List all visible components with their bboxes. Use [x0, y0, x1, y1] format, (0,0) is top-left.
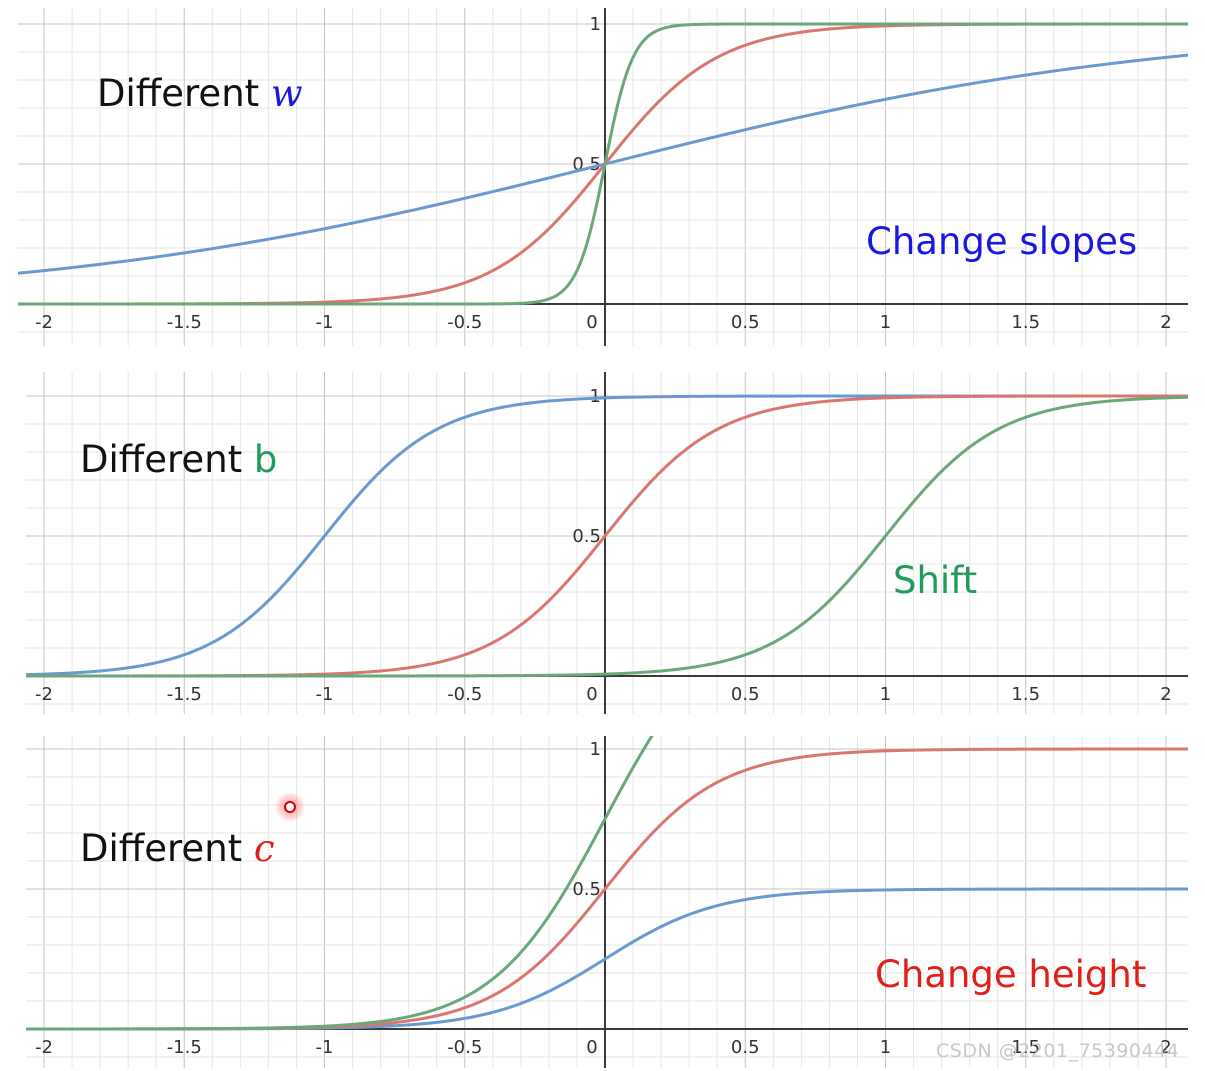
panel-label-prefix: Different — [80, 827, 254, 870]
panel-label: Different b — [80, 438, 277, 481]
x-tick-label: -1.5 — [167, 312, 202, 333]
panel-label-variable: b — [254, 438, 278, 481]
panel-label-variable: c — [254, 827, 275, 870]
panel-annotation: Change slopes — [866, 220, 1137, 263]
x-tick-label: 0 — [586, 312, 597, 333]
x-tick-label: -1 — [316, 312, 334, 333]
grid-2 — [26, 372, 1188, 714]
x-tick-label: -1.5 — [167, 684, 202, 705]
curves-1 — [18, 22, 1188, 306]
panel-label: Different c — [80, 827, 275, 870]
grid-3 — [26, 736, 1188, 1068]
x-tick-label: -1.5 — [167, 1037, 202, 1058]
y-tick-label: 0.5 — [572, 526, 601, 547]
csdn-watermark: CSDN @2201_75390444 — [936, 1040, 1180, 1062]
cursor-dot-icon — [284, 801, 296, 813]
y-tick-label: 1 — [590, 386, 601, 407]
x-tick-label: 1 — [880, 1037, 891, 1058]
x-tick-label: -0.5 — [447, 312, 482, 333]
x-tick-label: -2 — [35, 684, 53, 705]
x-tick-label: 2 — [1160, 1037, 1171, 1058]
y-tick-label: 1 — [590, 739, 601, 760]
x-tick-label: 0 — [586, 1037, 597, 1058]
series-line-3 — [26, 736, 654, 1031]
panel-label: Different w — [97, 72, 303, 115]
x-tick-label: 0 — [586, 684, 597, 705]
series-line-3 — [18, 22, 1188, 306]
x-tick-label: 2 — [1160, 684, 1171, 705]
x-tick-label: -0.5 — [447, 1037, 482, 1058]
x-tick-label: 0.5 — [731, 312, 760, 333]
x-tick-label: 1 — [880, 312, 891, 333]
x-tick-label: 0.5 — [731, 1037, 760, 1058]
grid-1 — [18, 8, 1188, 346]
chart-panel-3: -2 -1.5 -1 -0.5 0 0.5 1 1.5 2 0.5 1 Different c Chan… — [26, 736, 1188, 1068]
x-tick-label: -0.5 — [447, 684, 482, 705]
x-tick-label: 1.5 — [1011, 1037, 1040, 1058]
x-tick-label: -2 — [35, 1037, 53, 1058]
x-tick-label: 1.5 — [1011, 684, 1040, 705]
chart-panel-2: -2 -1.5 -1 -0.5 0 0.5 1 1.5 2 0.5 1 Different b Shif… — [26, 372, 1188, 714]
x-tick-label: 0.5 — [731, 684, 760, 705]
series-line-3 — [26, 395, 1188, 678]
x-tick-label: 1.5 — [1011, 312, 1040, 333]
mouse-cursor-highlight — [275, 792, 305, 822]
panel-annotation: Shift — [893, 559, 977, 602]
curves-2 — [26, 394, 1188, 678]
x-tick-label: 1 — [880, 684, 891, 705]
panel-label-prefix: Different — [97, 72, 271, 115]
x-tick-label: -1 — [316, 1037, 334, 1058]
y-tick-label: 0.5 — [572, 879, 601, 900]
x-tick-label: -2 — [35, 312, 53, 333]
panel-label-prefix: Different — [80, 438, 254, 481]
x-tick-label: -1 — [316, 684, 334, 705]
x-tick-label: 2 — [1160, 312, 1171, 333]
panel-annotation: Change height — [875, 953, 1146, 996]
y-tick-label: 1 — [590, 14, 601, 35]
panel-label-variable: w — [271, 72, 303, 115]
curves-3 — [26, 736, 1188, 1031]
